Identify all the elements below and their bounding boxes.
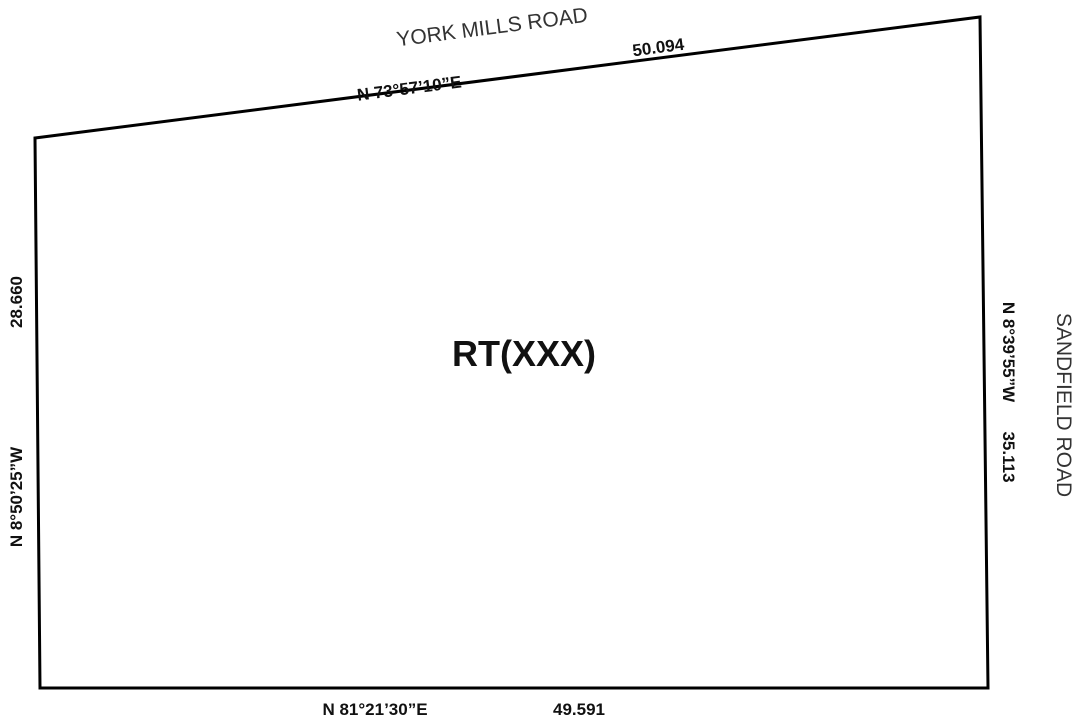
south-bearing: N 81°21’30”E	[322, 700, 427, 719]
road-name-north: YORK MILLS ROAD	[395, 4, 589, 52]
south-distance: 49.591	[553, 700, 605, 719]
west-distance: 28.660	[7, 276, 26, 328]
parcel-label: RT(XXX)	[452, 333, 596, 374]
east-bearing: N 8°39’55”W	[999, 302, 1018, 403]
west-bearing: N 8°50’25”W	[7, 446, 26, 547]
north-bearing: N 73°57’10”E	[356, 72, 463, 104]
lot-boundary	[33, 15, 990, 690]
road-name-east: SANDFIELD ROAD	[1052, 313, 1073, 497]
east-distance: 35.113	[999, 431, 1018, 482]
